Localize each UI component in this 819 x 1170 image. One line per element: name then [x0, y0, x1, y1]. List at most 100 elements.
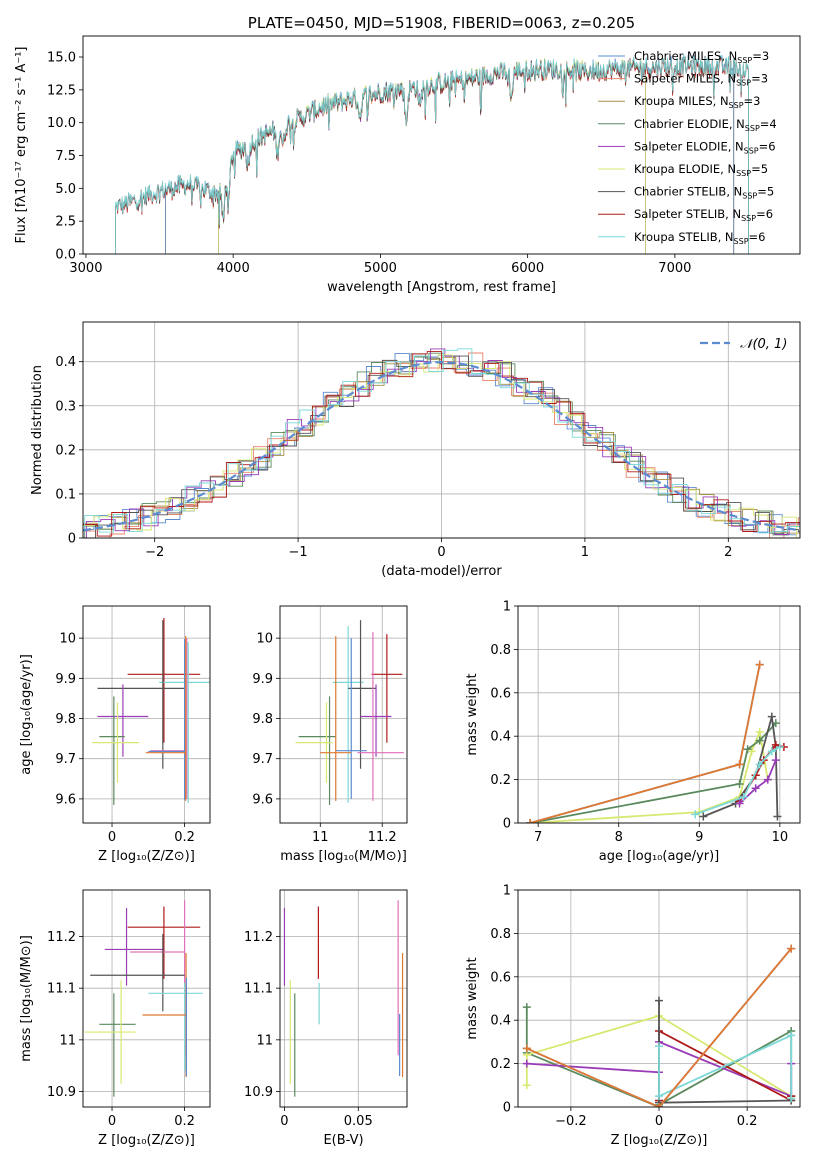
series-marker-kroupa_stelib [767, 747, 776, 756]
y-tick-label: 0.1 [55, 487, 76, 502]
y-tick-label: 11 [59, 1033, 76, 1048]
y-tick-label: 15.0 [47, 51, 76, 66]
spectrum-legend: Chabrier MILES, NSSP=3 Salpeter MILES, NS… [598, 49, 777, 246]
x-tick-label: 0 [437, 545, 445, 560]
x-tick-label: 4000 [217, 261, 250, 276]
x-tick-label: 0 [280, 1114, 288, 1129]
x-tick-label: 6000 [511, 261, 544, 276]
y-tick-label: 9.8 [252, 712, 273, 727]
y-tick-label: 9.6 [252, 792, 273, 807]
x-tick-label: 0 [108, 830, 116, 845]
y-axis-label: mass [log₁₀(M/M⊙)] [19, 935, 34, 1062]
series-line-chabrier_elodie [529, 722, 777, 823]
axes-frame-mw_vs_Z: −0.2 0 0.2 0 0.2 0.4 0.6 0.8 1 Z [log₁₀(Z/Z⊙)] mas… [465, 884, 801, 1148]
panel-residuals: −2 −1 0 1 2 0 0.1 0.2 0.3 0.4 (data-model)/error No… [30, 321, 801, 579]
y-tick-label: 0 [503, 1101, 511, 1116]
plot-area-spectrum [115, 53, 749, 254]
axes-frame [279, 889, 408, 1108]
histogram-kroupa_elodie [83, 354, 800, 538]
y-tick-label: 9.7 [55, 752, 76, 767]
legend-label-salpeter_miles: Salpeter MILES, NSSP=3 [634, 72, 768, 88]
x-tick-label: 0.05 [344, 1114, 373, 1129]
legend-label-normal: 𝒩(0, 1) [740, 337, 787, 352]
series-line-orange [529, 664, 761, 823]
y-tick-label: 10.9 [47, 1085, 76, 1100]
y-tick-label: 9.9 [252, 672, 273, 687]
series-marker-orange [787, 944, 796, 953]
x-axis-label: E(B-V) [323, 1133, 363, 1148]
x-tick-label: 9 [695, 830, 703, 845]
x-tick-label: −1 [289, 545, 308, 560]
x-tick-label: 3000 [69, 261, 102, 276]
series-marker-chabrier_elodie [522, 1003, 531, 1012]
axes-frame [82, 35, 801, 255]
panel-mw_vs_age: 7 8 9 10 0 0.2 0.4 0.6 0.8 1 age [log₁₀(age/yr)] ma… [465, 600, 801, 864]
series-marker-salpeter_elodie [763, 775, 772, 784]
x-axis-label: (data-model)/error [381, 564, 502, 579]
series-marker-chabrier_stelib [767, 712, 776, 721]
panel-mass_vs_EBV: 0 0.05 10.9 11 11.1 11.2 E(B-V) [244, 889, 408, 1148]
y-tick-label: 11.2 [47, 930, 76, 945]
series-marker-kroupa_stelib [691, 810, 700, 819]
y-tick-label: 7.5 [55, 149, 76, 164]
y-tick-label: 9.9 [55, 672, 76, 687]
legend-label-salpeter_stelib: Salpeter STELIB, NSSP=6 [634, 207, 773, 223]
axes-frame [279, 605, 408, 824]
spectrum-line-kroupa_stelib [115, 53, 749, 254]
y-tick-label: 0.4 [490, 1014, 511, 1029]
residuals-legend: 𝒩(0, 1) [700, 337, 787, 352]
series-marker-chabrier_elodie [743, 745, 752, 754]
axes-frame-mass_vs_Z: 0 0.2 10.9 11 11.1 11.2 Z [log₁₀(Z/Z⊙)] mass [l… [19, 889, 211, 1148]
series-marker-salpeter_elodie [522, 1059, 531, 1068]
y-axis-label: mass weight [465, 673, 480, 755]
legend-label-salpeter_elodie: Salpeter ELODIE, NSSP=6 [634, 139, 776, 155]
y-tick-label: 0 [503, 817, 511, 832]
normal-curve [83, 360, 800, 532]
series-line-kroupa_stelib [658, 1033, 793, 1099]
series-marker-kroupa_elodie [522, 1081, 531, 1090]
legend-label-kroupa_elodie: Kroupa ELODIE, NSSP=5 [634, 162, 768, 178]
y-tick-label: 2.5 [55, 215, 76, 230]
x-tick-label: 11 [312, 830, 329, 845]
axes-frame [517, 605, 801, 824]
series-marker-chabrier_stelib [699, 812, 708, 821]
axes-frame-age_vs_mass: 11 11.2 9.6 9.7 9.8 9.9 10 mass [log₁₀(M/M⊙)] [252, 605, 408, 864]
series-marker-salpeter_elodie [751, 784, 760, 793]
y-tick-label: 0.2 [55, 443, 76, 458]
x-tick-label: 0.2 [174, 1114, 195, 1129]
x-tick-label: 8 [615, 830, 623, 845]
x-axis-label: Z [log₁₀(Z/Z⊙)] [611, 1133, 708, 1148]
x-tick-label: 10 [772, 830, 789, 845]
histogram-chabrier_stelib [83, 353, 800, 538]
legend-label-chabrier_elodie: Chabrier ELODIE, NSSP=4 [634, 117, 777, 133]
y-tick-label: 0.3 [55, 399, 76, 414]
spectrum-line-chabrier_elodie [218, 60, 646, 254]
plot-area-residuals [83, 348, 800, 538]
series-marker-orange [755, 660, 764, 669]
y-tick-label: 5.0 [55, 182, 76, 197]
series-marker-chabrier_stelib [655, 996, 663, 1005]
series-marker-orange [522, 1044, 531, 1053]
series-marker-kroupa_stelib [655, 1042, 663, 1051]
x-axis-label: Z [log₁₀(Z/Z⊙)] [98, 1133, 195, 1148]
chart-title: PLATE=0450, MJD=51908, FIBERID=0063, z=0… [248, 14, 635, 32]
x-tick-label: 11.2 [368, 830, 397, 845]
axes-frame-residuals: −2 −1 0 1 2 0 0.1 0.2 0.3 0.4 (data-model)/error No… [30, 321, 801, 579]
series-line-chabrier_miles [529, 664, 761, 823]
x-tick-label: 0.2 [174, 830, 195, 845]
y-tick-label: 0.2 [490, 773, 511, 788]
series-marker-salpeter_elodie [771, 756, 780, 765]
histogram-salpeter_elodie [83, 348, 800, 538]
plot-area-mass_vs_EBV [283, 900, 404, 1097]
axes-frame-age_vs_Z: 0 0.2 9.6 9.7 9.8 9.9 10 Z [log₁₀(Z/Z⊙)] age [lo… [19, 605, 211, 864]
series-marker-chabrier_stelib [773, 812, 782, 821]
axes-frame-mw_vs_age: 7 8 9 10 0 0.2 0.4 0.6 0.8 1 age [log₁₀(age/yr)] ma… [465, 600, 801, 864]
plot-area-age_vs_Z [92, 618, 210, 805]
legend-label-chabrier_stelib: Chabrier STELIB, NSSP=5 [634, 185, 774, 201]
series-marker-kroupa_stelib [775, 743, 784, 752]
y-tick-label: 0.6 [490, 970, 511, 985]
legend-label-chabrier_miles: Chabrier MILES, NSSP=3 [634, 49, 769, 65]
legend-label-kroupa_stelib: Kroupa STELIB, NSSP=6 [634, 230, 765, 246]
y-axis-label: Normed distribution [30, 365, 45, 495]
